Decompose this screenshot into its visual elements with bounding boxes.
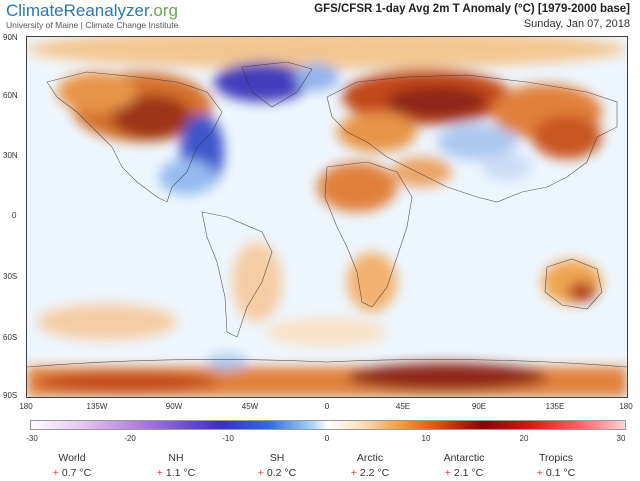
lon-label-90e: 90E (471, 402, 487, 411)
stat-name: World (58, 452, 86, 464)
colorbar-tick: -30 (26, 434, 38, 443)
brand-subtitle: University of Maine | Climate Change Ins… (6, 20, 179, 30)
lat-label-60n: 60N (3, 91, 18, 100)
colorbar-tick: -10 (222, 434, 234, 443)
lat-label-90s: 90S (3, 391, 18, 400)
colorbar (30, 420, 626, 430)
lon-label-0: 0 (324, 402, 330, 411)
stat-world: World +0.7 °C (32, 452, 112, 479)
lat-label-60s: 60S (3, 333, 18, 342)
brand-title: ClimateReanalyzer.org (6, 2, 178, 20)
lat-label-30n: 30N (3, 151, 18, 160)
anomaly-map-canvas (27, 37, 627, 397)
stat-sign: + (156, 467, 163, 479)
lat-label-equator: 0 (12, 211, 17, 220)
colorbar-tick: 0 (324, 434, 330, 443)
lon-label-90w: 90W (165, 402, 183, 411)
brand-domain: .org (148, 1, 178, 20)
stat-name: SH (269, 452, 285, 464)
stat-sign: + (444, 467, 451, 479)
stat-sh: SH +0.2 °C (237, 452, 317, 479)
lat-label-30s: 30S (3, 272, 18, 281)
stat-name: Arctic (356, 452, 384, 464)
lon-label-135e: 135E (545, 402, 565, 411)
map-date: Sunday, Jan 07, 2018 (523, 18, 630, 30)
stat-value: 1.1 °C (165, 467, 196, 479)
stat-sign: + (350, 467, 357, 479)
stat-sign: + (257, 467, 264, 479)
lon-label-45w: 45W (241, 402, 259, 411)
stat-sign: + (52, 467, 59, 479)
lat-label-90n: 90N (3, 33, 18, 42)
lon-label-45e: 45E (395, 402, 411, 411)
brand-logo[interactable]: ClimateReanalyzer.org University of Main… (6, 2, 179, 31)
lon-label-180w: 180 (19, 402, 33, 411)
stat-name: Tropics (538, 452, 574, 464)
stat-tropics: Tropics +0.1 °C (516, 452, 596, 479)
colorbar-tick: 20 (519, 434, 529, 443)
colorbar-tick: 30 (616, 434, 626, 443)
brand-name: ClimateReanalyzer (6, 1, 149, 20)
stat-value: 0.1 °C (545, 467, 576, 479)
stat-sign: + (536, 467, 543, 479)
map-title: GFS/CFSR 1-day Avg 2m T Anomaly (°C) [19… (314, 3, 630, 15)
colorbar-tick: -20 (124, 434, 136, 443)
lon-label-135w: 135W (86, 402, 108, 411)
stat-name: Antarctic (443, 452, 485, 464)
anomaly-map[interactable] (26, 36, 628, 398)
stat-antarctic: Antarctic +2.1 °C (424, 452, 504, 479)
stat-value: 0.2 °C (266, 467, 297, 479)
colorbar-tick: 10 (421, 434, 431, 443)
stat-arctic: Arctic +2.2 °C (330, 452, 410, 479)
stat-value: 0.7 °C (61, 467, 92, 479)
stat-name: NH (168, 452, 184, 464)
lon-label-180e: 180 (619, 402, 633, 411)
stat-value: 2.1 °C (453, 467, 484, 479)
stat-value: 2.2 °C (359, 467, 390, 479)
stat-nh: NH +1.1 °C (136, 452, 216, 479)
